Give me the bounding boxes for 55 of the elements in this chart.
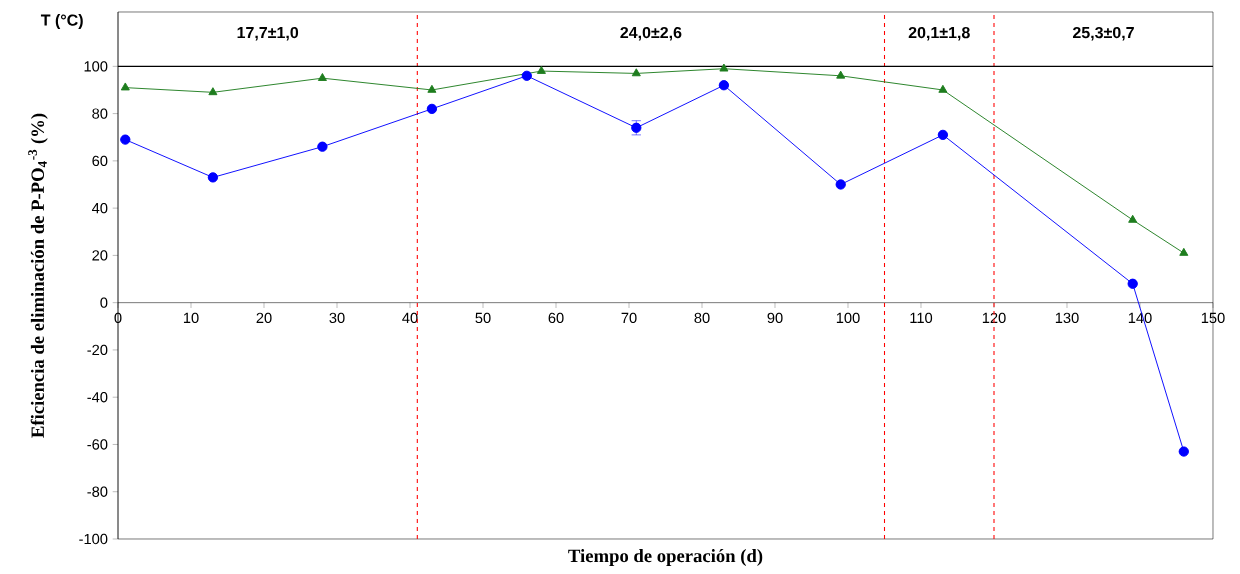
annotation: 20,1±1,8 (908, 26, 970, 41)
point (631, 68, 641, 77)
y-tick-label: -60 (87, 439, 108, 450)
x-tick-label: 20 (256, 312, 272, 324)
x-tick-label: 60 (548, 312, 564, 324)
point (1178, 446, 1189, 457)
x-tick-label: 110 (910, 312, 933, 324)
point (208, 87, 218, 96)
y-tick-label: 20 (92, 250, 108, 261)
y-tick-label: -100 (79, 533, 108, 545)
point (317, 141, 328, 152)
point (521, 70, 532, 81)
point (835, 179, 846, 190)
point (718, 80, 730, 91)
y-tick-label: 60 (92, 155, 108, 167)
point (317, 73, 327, 81)
annotation: 24,0±2,6 (620, 26, 682, 41)
point (719, 63, 729, 72)
point (1179, 247, 1189, 256)
point (427, 84, 437, 93)
point (120, 134, 131, 145)
x-tick-label: 80 (694, 312, 710, 324)
x-tick-label: 0 (114, 312, 122, 324)
x-tick-label: 140 (1128, 312, 1152, 324)
x-tick-label: 120 (982, 312, 1006, 324)
point (536, 65, 546, 74)
y-tick-label: 0 (100, 297, 108, 308)
y-tick-label: -40 (87, 392, 108, 403)
y-tick-label: 40 (91, 202, 108, 214)
x-tick-label: 50 (475, 312, 491, 324)
x-tick-label: 40 (402, 312, 418, 324)
annotation: 17,7±1,0 (237, 26, 299, 41)
x-tick-label: 100 (836, 312, 860, 324)
annotation: 25,3±0,7 (1072, 26, 1134, 41)
y-tick-label: -20 (87, 344, 108, 356)
y-tick-label: 80 (92, 108, 108, 119)
point (1128, 214, 1138, 223)
x-tick-label: 150 (1201, 312, 1225, 324)
y-tick-label: 100 (84, 61, 108, 72)
x-tick-label: 30 (329, 312, 345, 324)
x-axis-title: Tiempo de operación (d) (568, 549, 763, 566)
point (836, 70, 846, 79)
x-tick-label: 90 (767, 312, 783, 324)
x-tick-label: 10 (183, 312, 199, 324)
point (1127, 278, 1138, 289)
point (938, 84, 948, 93)
point (426, 103, 438, 115)
y-tick-label: -80 (87, 486, 108, 497)
x-tick-label: 130 (1055, 312, 1079, 324)
text: T (°C) (40, 14, 83, 29)
point (120, 82, 130, 91)
y-axis-title: Eficiencia de eliminación de P-PO$_{4}$$^{-3}$ (%) (28, 113, 48, 438)
x-tick-label: 70 (621, 312, 637, 324)
point (207, 172, 219, 183)
point (937, 129, 949, 141)
